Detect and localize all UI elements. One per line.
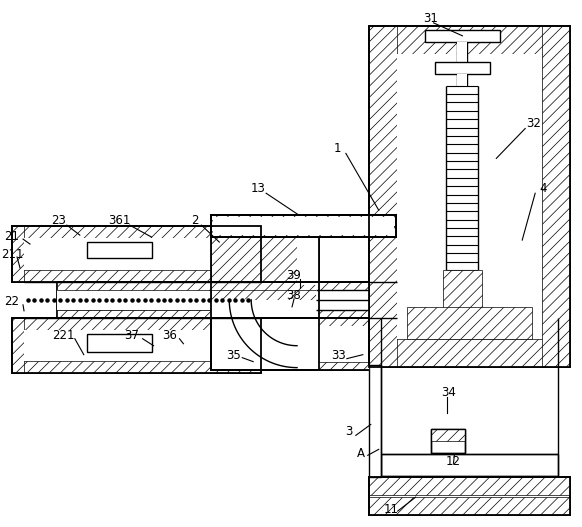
Text: 11: 11 <box>383 503 398 515</box>
Bar <box>214 217 393 235</box>
Bar <box>407 307 532 339</box>
Text: 34: 34 <box>441 386 456 399</box>
Bar <box>431 430 466 441</box>
Text: 22: 22 <box>5 295 20 308</box>
Bar <box>12 360 261 373</box>
Bar <box>12 318 261 373</box>
Bar <box>369 339 570 367</box>
Text: 211: 211 <box>1 248 23 260</box>
Bar <box>211 326 369 362</box>
Bar <box>24 330 261 360</box>
Bar <box>12 318 24 373</box>
Bar <box>297 215 319 285</box>
Bar <box>211 215 319 369</box>
Bar <box>424 30 501 42</box>
Text: 13: 13 <box>251 182 265 195</box>
Bar <box>369 26 397 367</box>
Text: 32: 32 <box>526 117 541 130</box>
Text: 39: 39 <box>286 269 301 282</box>
Bar <box>446 86 478 270</box>
Bar <box>211 300 319 369</box>
Bar <box>211 215 396 237</box>
Text: A: A <box>357 447 365 460</box>
Text: 12: 12 <box>446 455 461 468</box>
Bar <box>12 270 261 282</box>
Bar <box>12 318 261 373</box>
Bar <box>316 290 369 310</box>
Bar <box>369 26 570 367</box>
Bar <box>457 42 467 62</box>
Bar <box>211 318 369 369</box>
Text: 36: 36 <box>162 329 177 342</box>
Text: 21: 21 <box>5 230 20 242</box>
Bar <box>87 242 151 258</box>
Text: 221: 221 <box>52 329 75 342</box>
Bar <box>397 54 542 339</box>
Polygon shape <box>229 300 297 368</box>
Bar <box>87 334 151 352</box>
Text: 361: 361 <box>108 213 131 227</box>
Bar <box>12 226 261 282</box>
Bar <box>457 74 467 86</box>
Bar <box>12 226 24 282</box>
Bar <box>57 282 369 290</box>
Bar <box>369 365 381 477</box>
Text: 1: 1 <box>334 142 342 155</box>
Bar <box>211 226 396 237</box>
Bar <box>12 226 261 238</box>
Bar <box>369 477 570 515</box>
Bar <box>57 310 369 318</box>
Text: 3: 3 <box>345 425 353 438</box>
Text: 37: 37 <box>124 329 139 342</box>
Bar <box>211 215 396 237</box>
Text: 2: 2 <box>191 213 198 227</box>
Bar <box>12 318 261 330</box>
Bar <box>57 282 369 318</box>
Bar <box>211 318 369 326</box>
Bar <box>57 290 369 310</box>
Bar <box>383 456 556 474</box>
Bar <box>369 477 570 495</box>
Text: 4: 4 <box>540 182 547 195</box>
Bar <box>211 215 396 226</box>
Text: 35: 35 <box>226 349 240 362</box>
Bar <box>542 26 570 367</box>
Bar <box>369 477 570 515</box>
Bar <box>211 215 319 369</box>
Bar <box>57 282 369 290</box>
Bar <box>369 497 570 515</box>
Bar <box>369 26 570 54</box>
Text: 33: 33 <box>332 349 346 362</box>
Bar <box>369 26 570 367</box>
Bar <box>435 62 490 74</box>
Bar <box>57 310 369 318</box>
Bar <box>24 238 261 270</box>
Text: 23: 23 <box>51 213 66 227</box>
Bar <box>211 215 396 237</box>
Text: 38: 38 <box>287 289 301 302</box>
Bar <box>211 215 396 237</box>
Bar <box>12 226 261 282</box>
Bar <box>211 362 369 369</box>
Bar <box>431 430 466 453</box>
Text: 31: 31 <box>423 12 438 25</box>
Bar <box>442 270 482 310</box>
Bar <box>431 430 466 453</box>
Bar <box>381 454 558 476</box>
